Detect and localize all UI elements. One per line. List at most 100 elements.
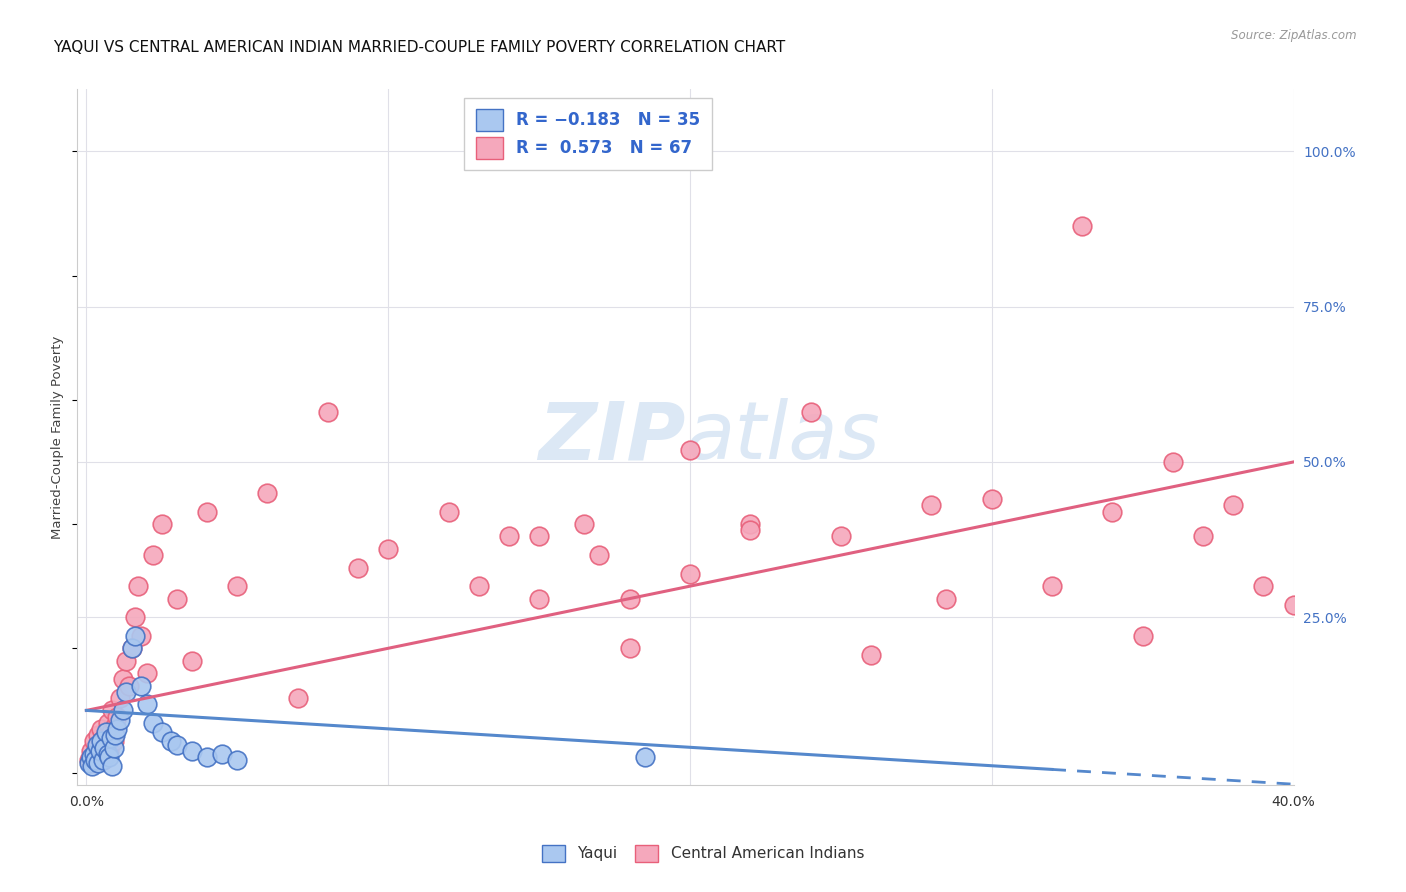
Point <box>114 685 136 699</box>
Point <box>79 753 101 767</box>
Point <box>111 703 134 717</box>
Point <box>108 713 131 727</box>
Point <box>679 566 702 581</box>
Point <box>114 654 136 668</box>
Point <box>84 753 107 767</box>
Point <box>83 747 105 761</box>
Point <box>87 728 110 742</box>
Point <box>96 715 118 730</box>
Point <box>89 744 111 758</box>
Point <box>860 648 883 662</box>
Point <box>527 529 550 543</box>
Point <box>127 579 149 593</box>
Point <box>94 738 117 752</box>
Point <box>830 529 852 543</box>
Point <box>104 728 127 742</box>
Point <box>86 738 108 752</box>
Point <box>105 709 128 723</box>
Point <box>377 541 399 556</box>
Point <box>79 756 101 771</box>
Point <box>82 759 104 773</box>
Point <box>129 629 152 643</box>
Point <box>800 405 823 419</box>
Point <box>527 591 550 606</box>
Point <box>90 734 112 748</box>
Point <box>211 747 233 761</box>
Point <box>181 654 204 668</box>
Point <box>96 747 118 761</box>
Point <box>135 697 157 711</box>
Point <box>108 690 131 705</box>
Point <box>121 641 143 656</box>
Point <box>287 690 309 705</box>
Point <box>316 405 339 419</box>
Point <box>101 759 124 773</box>
Point <box>83 734 105 748</box>
Point <box>1040 579 1063 593</box>
Point <box>1132 629 1154 643</box>
Point <box>105 722 128 736</box>
Point <box>124 629 146 643</box>
Point <box>135 666 157 681</box>
Text: ZIP: ZIP <box>538 398 686 476</box>
Point <box>634 750 657 764</box>
Point <box>588 548 610 562</box>
Point <box>1071 219 1094 233</box>
Point <box>467 579 489 593</box>
Point <box>166 738 188 752</box>
Point <box>98 744 121 758</box>
Point <box>437 505 460 519</box>
Point <box>80 744 103 758</box>
Point <box>256 486 278 500</box>
Point <box>920 499 942 513</box>
Point <box>100 725 122 739</box>
Point <box>150 725 173 739</box>
Point <box>82 756 104 771</box>
Point <box>166 591 188 606</box>
Point <box>124 610 146 624</box>
Point <box>117 679 139 693</box>
Point <box>1192 529 1215 543</box>
Point <box>619 591 641 606</box>
Point <box>1101 505 1123 519</box>
Point <box>142 548 165 562</box>
Point <box>347 560 370 574</box>
Point <box>98 750 121 764</box>
Y-axis label: Married-Couple Family Poverty: Married-Couple Family Poverty <box>51 335 65 539</box>
Point <box>87 756 110 771</box>
Point <box>86 740 108 755</box>
Legend: Yaqui, Central American Indians: Yaqui, Central American Indians <box>536 838 870 868</box>
Point <box>980 492 1002 507</box>
Point <box>80 750 103 764</box>
Point <box>574 516 596 531</box>
Point <box>101 703 124 717</box>
Point <box>103 734 125 748</box>
Point <box>1253 579 1275 593</box>
Point <box>142 715 165 730</box>
Point <box>111 673 134 687</box>
Point <box>93 740 115 755</box>
Point <box>103 740 125 755</box>
Text: Source: ZipAtlas.com: Source: ZipAtlas.com <box>1232 29 1357 42</box>
Point <box>94 725 117 739</box>
Point <box>619 641 641 656</box>
Point <box>1282 598 1305 612</box>
Legend: R = −0.183   N = 35, R =  0.573   N = 67: R = −0.183 N = 35, R = 0.573 N = 67 <box>464 97 711 170</box>
Point <box>129 679 152 693</box>
Point <box>1161 455 1184 469</box>
Point <box>91 753 114 767</box>
Point <box>100 731 122 746</box>
Point <box>84 750 107 764</box>
Text: atlas: atlas <box>686 398 880 476</box>
Point <box>498 529 520 543</box>
Point <box>935 591 957 606</box>
Point <box>104 719 127 733</box>
Point <box>740 523 762 537</box>
Point <box>121 641 143 656</box>
Point <box>150 516 173 531</box>
Point <box>226 753 249 767</box>
Point <box>1222 499 1244 513</box>
Text: YAQUI VS CENTRAL AMERICAN INDIAN MARRIED-COUPLE FAMILY POVERTY CORRELATION CHART: YAQUI VS CENTRAL AMERICAN INDIAN MARRIED… <box>53 40 786 55</box>
Point <box>740 516 762 531</box>
Point <box>160 734 183 748</box>
